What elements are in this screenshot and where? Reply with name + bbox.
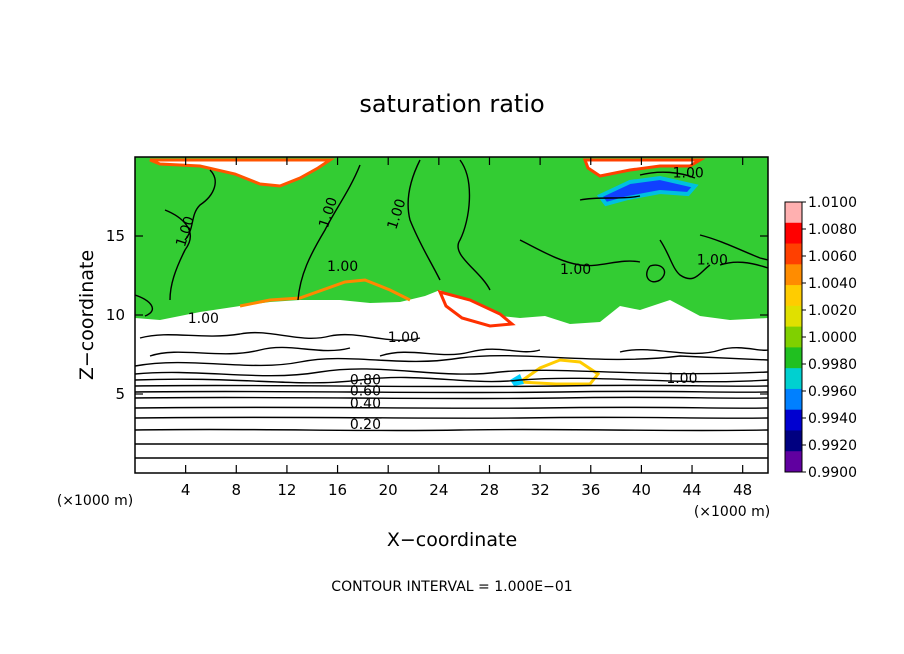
x-tick-label: 36: [581, 481, 600, 499]
x-axis: 4 8 12 16 20 24 28 32 36 40 44 48: [181, 157, 752, 499]
contour-label: 1.00: [560, 262, 591, 278]
y-tick-label: 15: [106, 227, 125, 245]
colorbar-swatch: [785, 264, 802, 286]
upper-right-supersaturated-patch: [582, 158, 706, 178]
contour-label: 0.20: [350, 417, 381, 433]
colorbar-label: 0.9980: [808, 357, 857, 373]
contour-label: 1.00: [697, 252, 728, 268]
cloud-base-region: [135, 290, 768, 362]
y-tick-label: 5: [115, 385, 125, 403]
colorbar-swatch: [785, 326, 802, 348]
x-tick-label: 32: [531, 481, 550, 499]
colorbar-label: 0.9900: [808, 465, 857, 481]
x-tick-label: 48: [733, 481, 752, 499]
colorbar-label: 1.0000: [808, 330, 857, 346]
colorbar-label: 1.0080: [808, 222, 857, 238]
colorbar-label: 1.0040: [808, 276, 857, 292]
x-tick-label: 8: [232, 481, 242, 499]
x-tick-label: 20: [379, 481, 398, 499]
x-tick-label: 4: [181, 481, 191, 499]
colorbar-swatch: [785, 430, 802, 452]
chart-title: saturation ratio: [359, 90, 544, 118]
x-tick-label: 44: [682, 481, 701, 499]
contour-label: 0.80: [350, 373, 381, 389]
colorbar-label: 1.0020: [808, 303, 857, 319]
lower-unsaturated-region: [135, 360, 768, 473]
y-axis: 5 10 15: [106, 227, 768, 403]
colorbar-label: 1.0100: [808, 195, 857, 211]
contour-lines: [135, 159, 768, 459]
x-tick-label: 24: [429, 481, 448, 499]
colorbar-swatch: [785, 368, 802, 390]
plot-area: [135, 157, 768, 473]
x-unit-left: (×1000 m): [57, 493, 133, 509]
colorbar-swatch: [785, 347, 802, 369]
contour-interval-note: CONTOUR INTERVAL = 1.000E−01: [331, 579, 572, 595]
contour-label: 0.40: [350, 396, 381, 412]
x-tick-label: 28: [480, 481, 499, 499]
colorbar-swatch: [785, 305, 802, 328]
colorbar-swatch: [785, 409, 802, 431]
colorbar-swatch: [785, 285, 802, 307]
colorbar-swatch: [785, 243, 802, 265]
colorbar: 1.0100 1.0080 1.0060 1.0040 1.0020 1.0000 0.99…: [784, 195, 857, 481]
contour-label: 1.00: [327, 259, 358, 275]
colorbar-swatch: [785, 388, 802, 411]
x-unit-right: (×1000 m): [694, 504, 770, 520]
colorbar-label: 0.9920: [808, 438, 857, 454]
colorbar-swatch: [785, 202, 802, 224]
x-tick-label: 16: [328, 481, 347, 499]
contour-label: 1.00: [388, 330, 419, 346]
contour-label: 1.00: [673, 166, 704, 182]
x-tick-label: 40: [632, 481, 651, 499]
cloud-top-supersaturated-edge: [239, 278, 411, 308]
top-supersaturated-patch: [149, 158, 335, 188]
y-tick-label: 10: [106, 306, 125, 324]
x-tick-label: 12: [277, 481, 296, 499]
contour-label: 1.00: [188, 311, 219, 327]
contour-label: 0.60: [350, 384, 381, 400]
colorbar-label: 0.9940: [808, 411, 857, 427]
colorbar-swatch: [785, 451, 802, 473]
contour-label: 1.00: [666, 371, 697, 387]
y-axis-label: Z−coordinate: [76, 250, 98, 380]
colorbar-label: 1.0060: [808, 249, 857, 265]
colorbar-swatch: [785, 222, 802, 245]
x-axis-label: X−coordinate: [387, 529, 517, 551]
colorbar-label: 0.9960: [808, 384, 857, 400]
mid-level-supersaturated-patch: [437, 289, 516, 328]
